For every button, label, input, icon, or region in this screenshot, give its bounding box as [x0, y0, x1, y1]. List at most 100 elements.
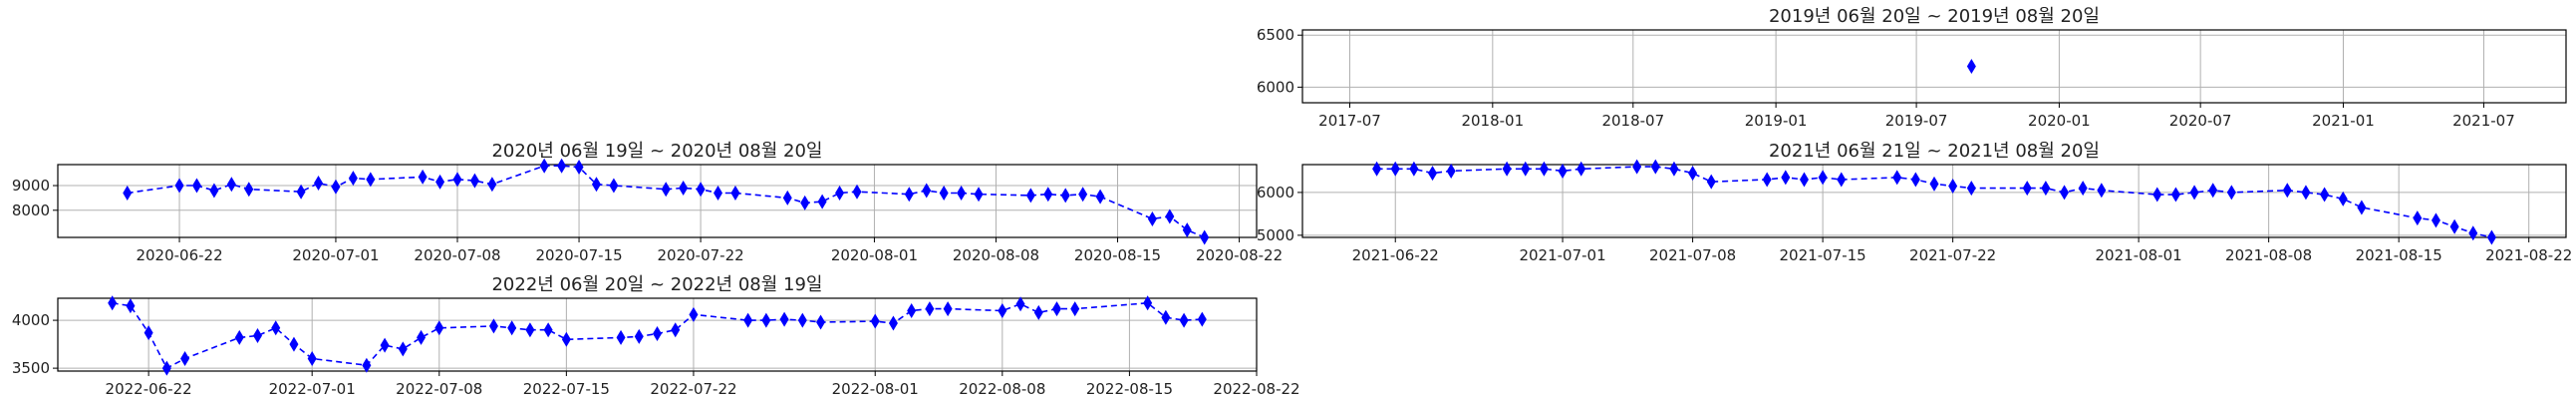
x-tick-label: 2020-07-15	[535, 246, 622, 264]
data-point	[398, 341, 408, 357]
data-point	[1025, 188, 1035, 203]
data-point	[696, 182, 706, 198]
plot-frame	[57, 297, 1258, 372]
x-tick-label: 2018-07	[1601, 112, 1664, 130]
data-point	[797, 312, 807, 328]
data-point	[296, 184, 306, 200]
x-tick-label: 2020-07	[2169, 112, 2232, 130]
data-point	[417, 329, 427, 345]
x-tick-label: 2020-08-15	[1074, 246, 1161, 264]
x-tick-label: 2020-07-22	[657, 246, 743, 264]
data-point	[2189, 185, 2199, 201]
x-tick-label: 2022-08-15	[1086, 380, 1173, 398]
plot-frame	[57, 164, 1258, 238]
data-point	[180, 351, 190, 367]
data-point	[574, 159, 584, 175]
data-point	[366, 172, 376, 188]
chart-title: 2020년 06월 19일 ~ 2020년 08월 20일	[491, 141, 822, 162]
data-point	[2041, 181, 2051, 197]
data-point	[1892, 170, 1902, 186]
chart-panel: 2020년 06월 19일 ~ 2020년 08월 20일 2020-06-22 2…	[12, 141, 1283, 264]
x-tick-label: 2021-07-01	[1519, 246, 1605, 264]
x-tick-label: 2020-07-01	[292, 246, 379, 264]
data-point	[1446, 163, 1456, 179]
data-point	[2170, 187, 2180, 202]
data-point	[779, 311, 789, 327]
x-tick-label: 2022-08-08	[959, 380, 1045, 398]
data-point	[234, 329, 244, 345]
x-tick-label: 2021-08-01	[2096, 246, 2182, 264]
data-point	[331, 179, 341, 195]
data-point	[1650, 159, 1660, 175]
data-point	[634, 328, 644, 344]
data-point	[348, 171, 358, 187]
plot-frame	[1301, 164, 2567, 238]
x-tick-label: 2021-07-22	[1909, 246, 1996, 264]
data-point	[816, 314, 826, 330]
data-point	[852, 184, 862, 200]
data-point	[1502, 161, 1512, 177]
x-tick-label: 2020-08-22	[1196, 246, 1283, 264]
data-point	[143, 325, 153, 341]
plot-frame	[1301, 29, 2567, 104]
data-point	[174, 178, 184, 194]
data-point	[782, 190, 792, 205]
data-point	[907, 302, 917, 318]
data-point	[1762, 172, 1772, 188]
data-point	[1179, 312, 1189, 328]
data-point	[1948, 178, 1958, 194]
data-point	[2357, 200, 2367, 215]
data-point	[1033, 304, 1043, 320]
data-point	[1409, 161, 1419, 177]
chart-title: 2021년 06월 21일 ~ 2021년 08월 20일	[1769, 141, 2100, 162]
data-point	[307, 351, 317, 367]
x-tick-label: 2019-01	[1745, 112, 1808, 130]
data-point	[2226, 185, 2236, 201]
data-point	[1837, 172, 1847, 188]
data-point	[730, 185, 740, 201]
data-point	[743, 312, 753, 328]
data-point	[525, 322, 535, 338]
data-point	[653, 326, 662, 342]
data-point	[289, 336, 299, 352]
y-tick-label: 4000	[12, 311, 50, 329]
data-point	[469, 173, 479, 189]
data-point	[434, 320, 444, 336]
data-point	[998, 302, 1007, 318]
data-point	[1070, 301, 1080, 317]
x-tick-label: 2022-07-15	[523, 380, 610, 398]
data-point	[2282, 183, 2292, 199]
data-point	[2468, 225, 2478, 241]
data-point	[1539, 161, 1549, 177]
data-point	[888, 315, 898, 331]
data-point	[671, 322, 681, 338]
x-tick-label: 2022-06-22	[106, 380, 192, 398]
x-tick-label: 2020-06-22	[136, 246, 222, 264]
data-point	[2097, 183, 2107, 199]
data-point	[557, 158, 567, 174]
data-point	[904, 187, 914, 202]
data-point	[1197, 311, 1207, 327]
data-point	[271, 320, 281, 336]
data-point	[1147, 210, 1157, 226]
data-point	[1558, 163, 1568, 179]
data-point	[1165, 208, 1175, 224]
x-tick-label: 2021-08-08	[2225, 246, 2312, 264]
data-point	[1706, 174, 1716, 190]
x-tick-label: 2020-07-08	[414, 246, 500, 264]
data-point	[1182, 222, 1192, 238]
data-point	[661, 182, 671, 198]
y-tick-label: 9000	[12, 177, 50, 195]
data-point	[922, 183, 932, 199]
data-point	[362, 357, 372, 373]
x-tick-label: 2019-07	[1885, 112, 1948, 130]
data-point	[1910, 172, 1920, 188]
data-point	[1688, 166, 1698, 182]
data-point	[1966, 59, 1976, 74]
data-point	[817, 194, 827, 209]
data-point	[2152, 187, 2162, 202]
data-point	[939, 185, 949, 201]
data-point	[314, 176, 324, 192]
data-point	[591, 177, 601, 193]
